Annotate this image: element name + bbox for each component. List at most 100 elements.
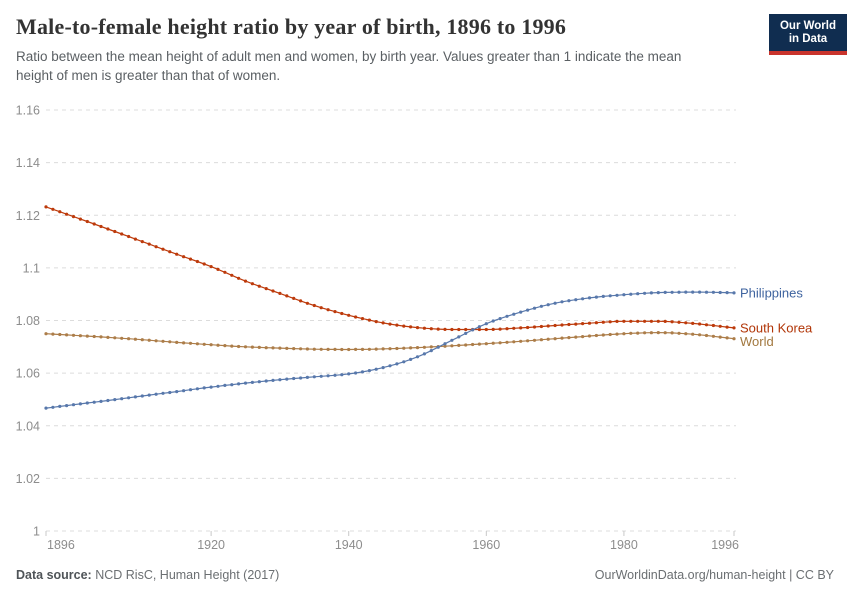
series-dot <box>587 321 592 325</box>
series-dot <box>594 295 599 299</box>
series-dot <box>140 338 144 342</box>
series-dot <box>560 300 564 304</box>
series-dot <box>443 327 447 331</box>
series-dot <box>381 347 385 351</box>
series-dot <box>237 382 241 386</box>
series-dot <box>732 326 736 330</box>
series-dot <box>711 334 716 338</box>
y-tick-label: 1.14 <box>16 156 40 170</box>
subtitle-line-2: height of men is greater than that of wo… <box>16 68 281 84</box>
owid-logo[interactable]: Our World in Data <box>769 14 847 55</box>
series-dot <box>154 392 158 396</box>
series-dot <box>649 291 654 295</box>
series-dot <box>629 292 633 296</box>
series-dot <box>58 332 62 337</box>
series-dot <box>278 291 282 295</box>
series-label-philippines[interactable]: Philippines <box>740 285 803 300</box>
series-dot <box>553 323 557 328</box>
series-dot <box>120 336 124 340</box>
series-world[interactable]: World <box>44 331 774 352</box>
series-dot <box>78 217 82 221</box>
series-dot <box>498 317 502 321</box>
series-label-south-korea[interactable]: South Korea <box>740 320 813 335</box>
series-dot <box>629 319 633 323</box>
series-dot <box>636 331 640 335</box>
series-dot <box>92 222 96 226</box>
series-dot <box>285 346 289 350</box>
series-dot <box>99 224 103 229</box>
series-dot <box>711 290 716 294</box>
series-dot <box>243 279 248 283</box>
series-dot <box>677 320 681 324</box>
series-dot <box>601 294 605 298</box>
series-dot <box>65 212 69 216</box>
series-dot <box>704 323 709 327</box>
owid-logo-line1: Our World <box>779 20 836 32</box>
series-dot <box>594 321 599 325</box>
series-dot <box>347 347 351 352</box>
series-dot <box>51 332 55 336</box>
series-dot <box>58 404 62 408</box>
series-dot <box>581 322 585 326</box>
series-dot <box>546 324 550 328</box>
series-dot <box>718 335 722 339</box>
series-dot <box>333 373 337 377</box>
series-dot <box>615 332 619 336</box>
series-dot <box>457 327 461 332</box>
series-dot <box>250 380 254 384</box>
series-dot <box>457 343 461 347</box>
series-label-world[interactable]: World <box>740 334 774 349</box>
data-source-note: Data source: NCD RisC, Human Height (201… <box>16 568 279 582</box>
series-philippines[interactable]: Philippines <box>44 285 803 410</box>
series-dot <box>656 331 660 335</box>
series-dot <box>663 331 667 335</box>
series-dot <box>670 290 674 294</box>
y-tick-label: 1 <box>33 525 40 539</box>
series-dot <box>615 319 619 323</box>
series-dot <box>574 322 578 326</box>
series-dot <box>512 340 516 344</box>
chart-footer: Data source: NCD RisC, Human Height (201… <box>16 568 834 582</box>
series-dot <box>464 343 468 347</box>
series-dot <box>477 325 481 329</box>
series-dot <box>113 336 117 340</box>
series-dot <box>257 345 261 349</box>
series-dot <box>698 290 702 294</box>
series-dot <box>154 339 158 343</box>
series-dot <box>636 292 640 296</box>
series-dot <box>182 255 186 259</box>
series-dot <box>553 337 557 341</box>
series-dot <box>608 320 612 324</box>
series-dot <box>450 344 454 348</box>
series-dot <box>285 294 289 298</box>
data-source-text: NCD RisC, Human Height (2017) <box>91 568 280 582</box>
credit-link[interactable]: OurWorldinData.org/human-height | CC BY <box>594 568 834 582</box>
series-dot <box>257 284 261 288</box>
series-dot <box>299 376 303 380</box>
series-dot <box>360 370 365 374</box>
series-dot <box>51 405 55 409</box>
series-dot <box>223 344 227 348</box>
series-dot <box>491 341 495 345</box>
series-south-korea[interactable]: South Korea <box>44 205 813 335</box>
series-dot <box>388 322 392 326</box>
series-dot <box>175 252 179 256</box>
series-dot <box>608 332 612 337</box>
series-dot <box>443 344 447 348</box>
series-dot <box>649 331 654 335</box>
series-dot <box>127 396 131 400</box>
series-dot <box>498 341 502 345</box>
series-dot <box>656 319 660 323</box>
series-dot <box>409 325 413 329</box>
series-dot <box>532 325 537 329</box>
series-dot <box>237 276 241 280</box>
series-dot <box>450 338 454 342</box>
series-dot <box>312 375 316 379</box>
series-dot <box>677 290 681 294</box>
series-dot <box>305 347 309 351</box>
series-dot <box>195 387 199 391</box>
series-dot <box>422 326 426 330</box>
series-dot <box>684 332 688 336</box>
series-dot <box>436 327 440 331</box>
